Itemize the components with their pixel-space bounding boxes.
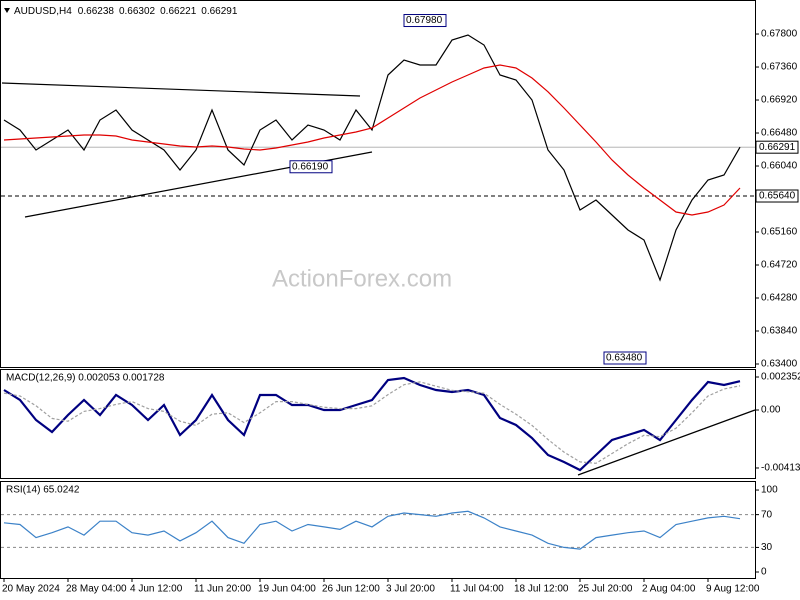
y-tick-label: 70 [761, 509, 773, 520]
close: 0.66291 [201, 6, 238, 17]
price-panel [0, 0, 756, 368]
x-tick-label: 3 Jul 20:00 [386, 584, 435, 595]
y-tick-label: 0.66480 [761, 128, 798, 139]
annotation-box [403, 14, 447, 28]
y-tick-label: 0.00 [761, 405, 781, 416]
y-tick-label: 0.65160 [761, 227, 798, 238]
y-tick-label: 0 [761, 567, 767, 578]
y-tick-label: 100 [761, 485, 778, 496]
x-tick-label: 11 Jun 20:00 [194, 584, 252, 595]
last-price-label: 0.66291 [759, 142, 796, 153]
y-tick-label: 0.66920 [761, 95, 798, 106]
x-tick-label: 4 Jun 12:00 [130, 584, 183, 595]
symbol: AUDUSD,H4 [14, 6, 72, 17]
series-line [3, 376, 741, 472]
y-tick-label: 0.63840 [761, 326, 798, 337]
rsi-panel [0, 481, 756, 579]
x-tick-label: 25 Jul 20:00 [578, 584, 633, 595]
y-tick-label: 0.63400 [761, 359, 798, 370]
header: AUDUSD,H4 0.66238 0.66302 0.66221 0.66291 [14, 6, 238, 17]
x-tick-label: 26 Jun 12:00 [322, 584, 380, 595]
trend-line [577, 409, 756, 476]
low: 0.66221 [160, 6, 197, 17]
series-line [3, 34, 741, 282]
x-tick-label: 2 Aug 04:00 [642, 584, 696, 595]
open: 0.66238 [78, 6, 115, 17]
level-box [755, 189, 799, 203]
series-line [3, 510, 741, 550]
x-tick-label: 11 Jul 04:00 [450, 584, 504, 595]
x-tick-label: 9 Aug 12:00 [706, 584, 760, 595]
x-tick-label: 28 May 04:00 [66, 584, 127, 595]
annotation-label: 0.66190 [292, 161, 329, 172]
y-tick-label: 0.66040 [761, 161, 798, 172]
x-tick-label: 19 Jun 04:00 [258, 584, 316, 595]
x-tick-label: 18 Jul 12:00 [514, 584, 569, 595]
y-tick-label: 30 [761, 542, 773, 553]
header-icon [4, 8, 10, 13]
series-line [3, 64, 741, 216]
watermark: ActionForex.com [272, 265, 452, 292]
annotation-label: 0.63480 [606, 353, 643, 364]
annotation-label: 0.67980 [406, 15, 443, 26]
last-price-box [755, 140, 799, 154]
annotation-box [603, 351, 647, 365]
y-tick-label: 0.64280 [761, 293, 798, 304]
y-tick-label: 0.64720 [761, 260, 798, 271]
series-line [3, 381, 741, 464]
panel-title: RSI(14) 65.0242 [6, 485, 80, 496]
x-tick-label: 20 May 2024 [2, 584, 60, 595]
y-tick-label: 0.67360 [761, 62, 798, 73]
trend-line [1, 82, 361, 97]
annotation-box [289, 160, 333, 174]
level-label: 0.65640 [759, 191, 796, 202]
y-tick-label: 0.002352 [761, 372, 800, 383]
high: 0.66302 [119, 6, 156, 17]
panel-title: MACD(12,26,9) 0.002053 0.001728 [6, 373, 165, 384]
macd-panel [0, 369, 756, 479]
y-tick-label: -0.004132 [761, 463, 800, 474]
y-tick-label: 0.67800 [761, 29, 798, 40]
